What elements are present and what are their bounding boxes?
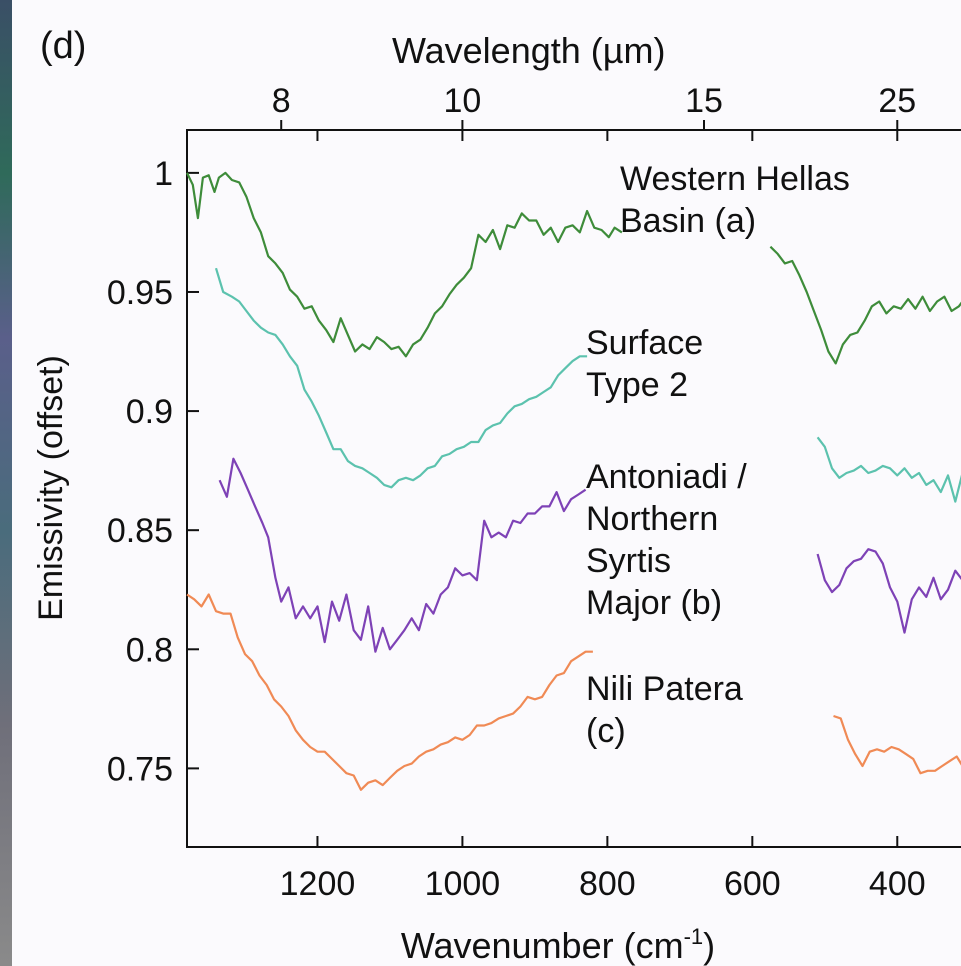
series-label-1: Western Hellas xyxy=(620,160,850,198)
series-line-3-segment-1 xyxy=(218,457,587,653)
series-line-1-segment-1 xyxy=(186,171,623,358)
y-tick-label: 0.75 xyxy=(107,750,173,788)
x-axis-title: Wavenumber (cm-1) xyxy=(401,924,715,966)
top-tick-label: 10 xyxy=(443,82,481,120)
chart-panel: (d) Wavelength (µm) 1200 1000 800 600 400 8 10… xyxy=(12,0,961,966)
y-tick-label: 0.85 xyxy=(107,512,173,550)
y-axis-title: Emissivity (offset) xyxy=(32,355,70,621)
series-label-3: Antoniadi / xyxy=(586,458,747,496)
series-label-3: Major (b) xyxy=(586,584,722,622)
series-label-2: Type 2 xyxy=(586,366,688,404)
top-tick-label: 25 xyxy=(878,82,916,120)
series-label-3: Northern xyxy=(586,500,718,538)
series-label-4: (c) xyxy=(586,712,626,750)
series-line-2-segment-2 xyxy=(816,436,961,503)
x-tick-label: 800 xyxy=(579,865,636,903)
panel-label: (d) xyxy=(40,25,86,67)
series-line-4-segment-2 xyxy=(833,714,961,775)
series-label-2: Surface xyxy=(586,324,703,362)
background-image-strip xyxy=(0,0,12,966)
x-tick-label: 1000 xyxy=(425,865,501,903)
x-tick-label: 600 xyxy=(724,865,781,903)
x-tick-label: 400 xyxy=(869,865,926,903)
series-line-3-segment-2 xyxy=(816,548,961,634)
series-label-3: Syrtis xyxy=(586,542,671,580)
top-tick-label: 8 xyxy=(272,82,291,120)
top-tick-label: 15 xyxy=(685,82,723,120)
y-tick-label: 0.8 xyxy=(126,631,173,669)
y-tick-label: 0.95 xyxy=(107,274,173,312)
series-line-2-segment-1 xyxy=(214,267,588,489)
series-label-1: Basin (a) xyxy=(620,202,756,240)
y-tick-label: 1 xyxy=(154,155,173,193)
series-line-4-segment-1 xyxy=(186,593,593,791)
y-tick-label: 0.9 xyxy=(126,393,173,431)
series-label-4: Nili Patera xyxy=(586,670,743,708)
plot-frame xyxy=(186,129,961,848)
series-line-1-segment-2 xyxy=(769,245,961,365)
top-axis-title: Wavelength (µm) xyxy=(392,30,665,71)
x-tick-label: 1200 xyxy=(280,865,356,903)
